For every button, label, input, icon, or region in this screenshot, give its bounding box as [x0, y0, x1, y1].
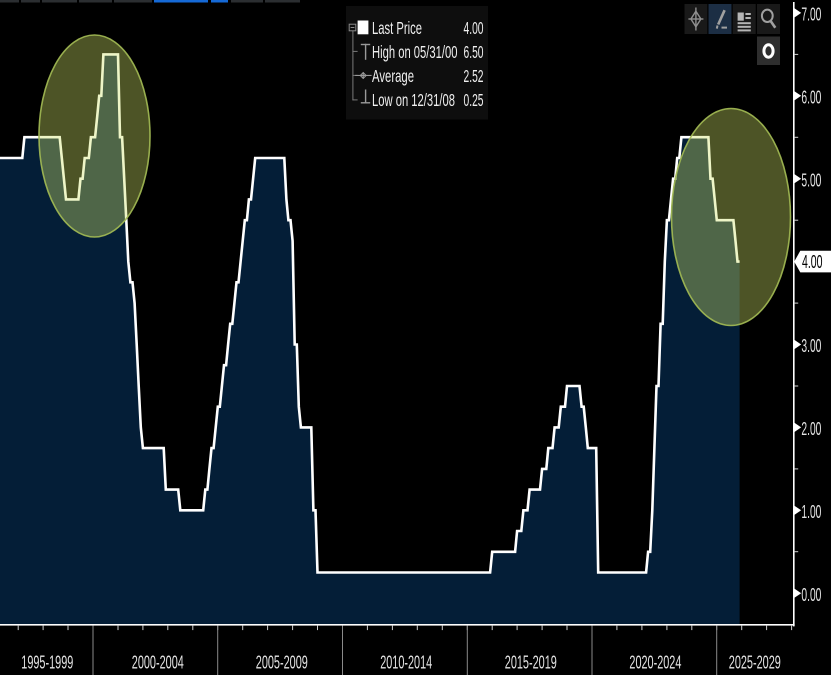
svg-text:2025-2029: 2025-2029	[729, 653, 781, 673]
svg-text:0.25: 0.25	[464, 90, 484, 110]
svg-text:2010-2014: 2010-2014	[380, 653, 432, 673]
svg-text:2000-2004: 2000-2004	[132, 653, 184, 673]
svg-text:Last Price: Last Price	[372, 18, 422, 38]
svg-text:6.00: 6.00	[801, 87, 821, 107]
svg-text:2005-2009: 2005-2009	[256, 653, 308, 673]
svg-text:1995-1999: 1995-1999	[21, 653, 73, 673]
svg-text:High on 05/31/00: High on 05/31/00	[372, 42, 458, 62]
svg-text:2.00: 2.00	[801, 419, 821, 439]
svg-text:5.00: 5.00	[801, 170, 821, 190]
svg-text:2.52: 2.52	[464, 66, 484, 86]
svg-text:Low on 12/31/08: Low on 12/31/08	[372, 90, 455, 110]
svg-text:0.00: 0.00	[801, 585, 821, 605]
svg-text:1.00: 1.00	[801, 502, 821, 522]
svg-text:3.00: 3.00	[801, 336, 821, 356]
svg-text:Average: Average	[372, 66, 414, 86]
svg-text:4.00: 4.00	[802, 252, 823, 272]
svg-text:2020-2024: 2020-2024	[629, 653, 681, 673]
svg-text:4.00: 4.00	[464, 18, 484, 38]
svg-text:2015-2019: 2015-2019	[505, 653, 557, 673]
svg-text:6.50: 6.50	[464, 42, 484, 62]
svg-text:7.00: 7.00	[801, 5, 821, 25]
